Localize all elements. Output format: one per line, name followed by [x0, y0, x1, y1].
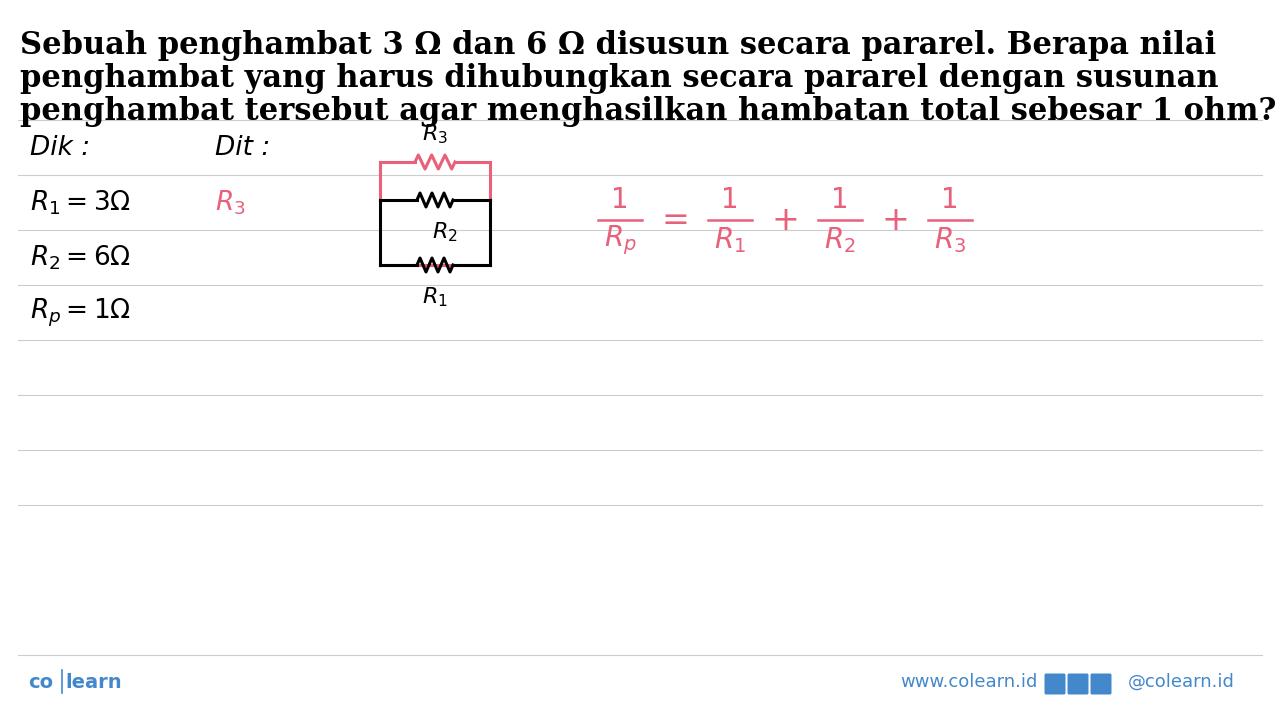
Text: 1: 1 [721, 186, 739, 214]
Text: 1: 1 [611, 186, 628, 214]
Text: =: = [660, 204, 689, 236]
Text: $R_1 = 3\Omega$: $R_1 = 3\Omega$ [29, 189, 131, 217]
Text: Dik :: Dik : [29, 135, 90, 161]
Text: 1: 1 [941, 186, 959, 214]
Text: $R_1$: $R_1$ [422, 285, 448, 309]
Text: $R_3$: $R_3$ [422, 122, 448, 146]
Text: $R_2$: $R_2$ [824, 225, 856, 255]
Text: +: + [771, 204, 799, 236]
Text: $R_2$: $R_2$ [433, 221, 458, 244]
Text: www.colearn.id: www.colearn.id [900, 673, 1037, 691]
Text: learn: learn [65, 672, 122, 691]
FancyBboxPatch shape [1068, 673, 1088, 695]
Text: penghambat tersebut agar menghasilkan hambatan total sebesar 1 ohm?: penghambat tersebut agar menghasilkan ha… [20, 96, 1276, 127]
Text: $R_p = 1\Omega$: $R_p = 1\Omega$ [29, 297, 131, 329]
Text: $R_3$: $R_3$ [215, 189, 246, 217]
FancyBboxPatch shape [1091, 673, 1111, 695]
Text: +: + [881, 204, 909, 236]
FancyBboxPatch shape [1044, 673, 1065, 695]
Text: $R_p$: $R_p$ [604, 223, 636, 257]
Text: Dit :: Dit : [215, 135, 270, 161]
Text: 1: 1 [831, 186, 849, 214]
Text: Sebuah penghambat 3 Ω dan 6 Ω disusun secara pararel. Berapa nilai: Sebuah penghambat 3 Ω dan 6 Ω disusun se… [20, 30, 1216, 61]
Text: penghambat yang harus dihubungkan secara pararel dengan susunan: penghambat yang harus dihubungkan secara… [20, 63, 1219, 94]
Text: $R_2 = 6\Omega$: $R_2 = 6\Omega$ [29, 244, 131, 272]
Text: co: co [28, 672, 54, 691]
Text: @colearn.id: @colearn.id [1128, 673, 1235, 691]
Text: $R_3$: $R_3$ [934, 225, 966, 255]
Text: $R_1$: $R_1$ [714, 225, 746, 255]
